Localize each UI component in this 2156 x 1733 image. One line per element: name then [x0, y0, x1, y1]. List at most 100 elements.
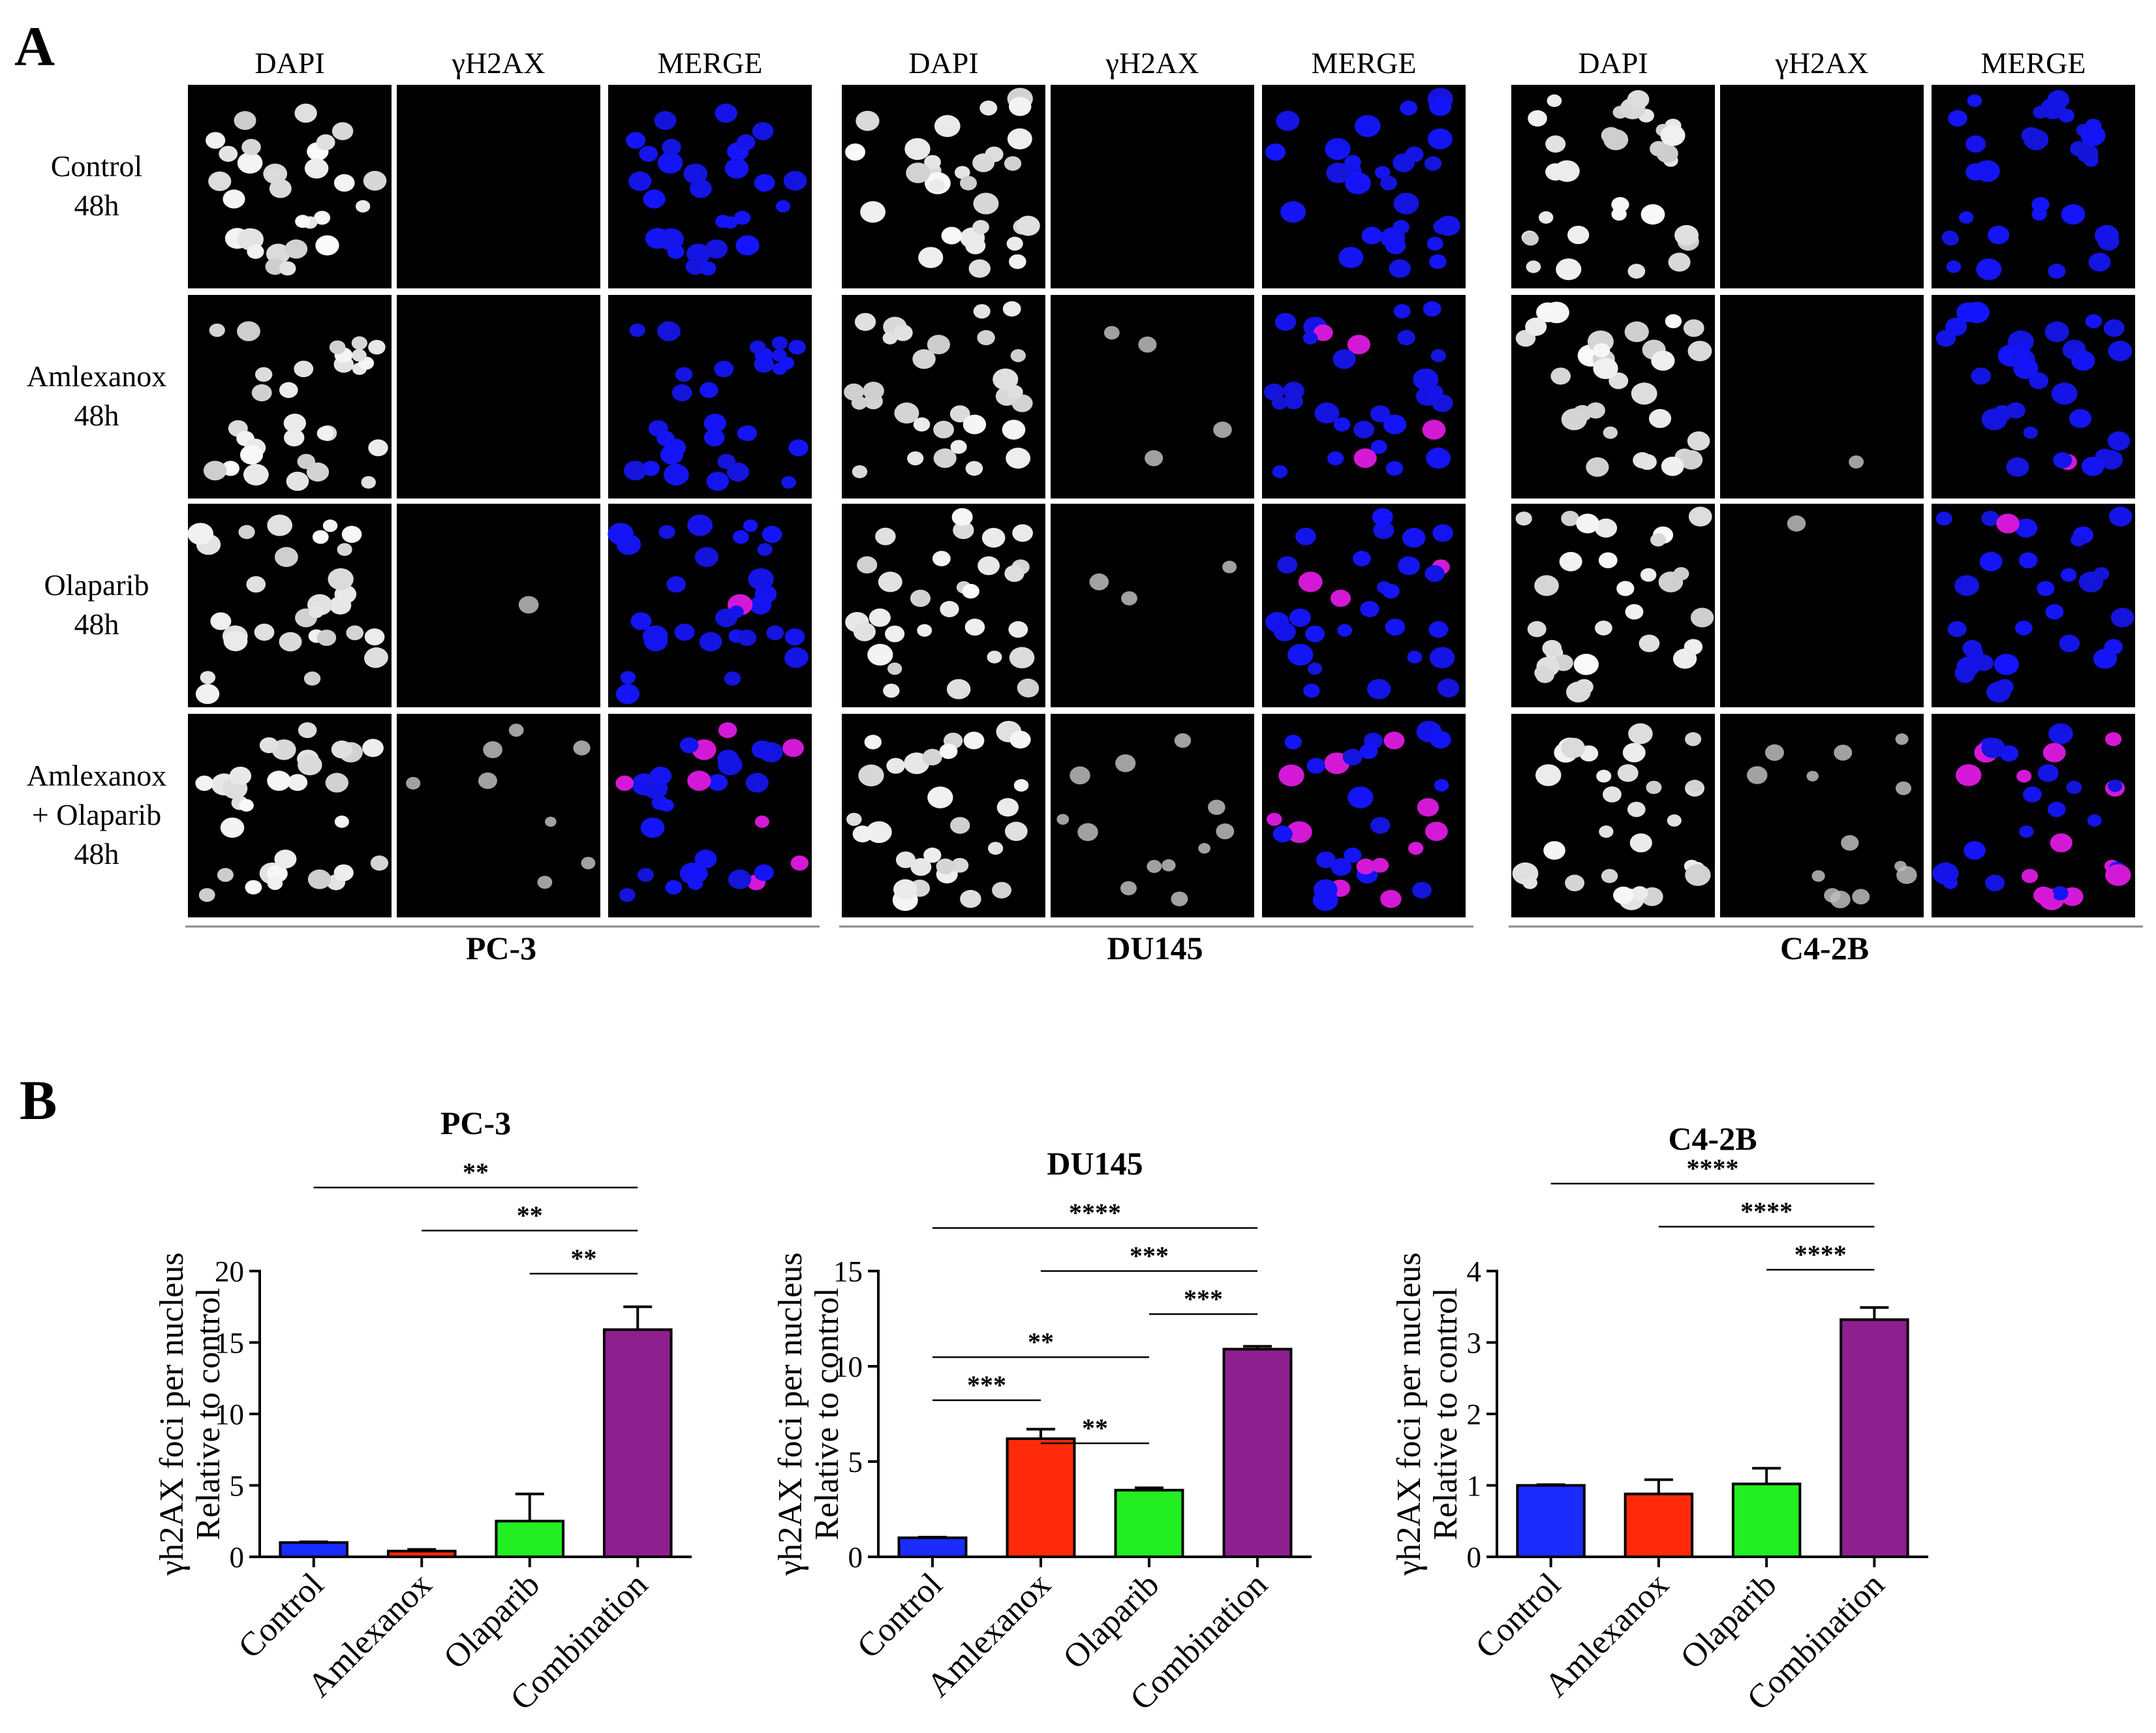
nucleus: [203, 461, 227, 481]
nucleus: [703, 429, 725, 447]
nucleus: [303, 671, 321, 686]
nucleus: [1673, 567, 1689, 581]
nucleus: [1330, 589, 1351, 607]
nucleus: [2093, 649, 2118, 669]
nucleus: [243, 464, 269, 485]
nucleus: [1625, 604, 1644, 620]
nucleus: [623, 461, 647, 481]
nucleus: [1948, 110, 1967, 127]
bar: [495, 1520, 565, 1558]
nucleus: [309, 606, 324, 619]
nucleus: [267, 877, 283, 890]
micrograph-gamma: [397, 504, 600, 707]
nucleus: [286, 471, 309, 491]
nucleus: [630, 612, 652, 630]
nucleus: [784, 647, 808, 667]
micrograph-gamma: [1720, 504, 1924, 707]
nucleus: [2031, 207, 2047, 221]
nucleus: [1004, 565, 1024, 582]
foci-nucleus: [1077, 823, 1098, 842]
nucleus: [749, 340, 766, 354]
nucleus: [962, 583, 979, 599]
nucleus: [1344, 155, 1361, 170]
nucleus: [274, 547, 298, 567]
nucleus: [1412, 882, 1432, 898]
nucleus: [316, 134, 335, 151]
nucleus: [699, 382, 718, 398]
nucleus: [978, 556, 1000, 575]
foci-nucleus: [1849, 455, 1864, 468]
nucleus: [2014, 621, 2033, 636]
significance-label: ***: [1184, 1284, 1223, 1313]
y-tick-label: 10: [215, 1398, 244, 1431]
nucleus: [1629, 833, 1652, 853]
nucleus: [754, 815, 769, 828]
nucleus: [1603, 786, 1622, 803]
nucleus: [637, 868, 654, 882]
nucleus: [1373, 521, 1394, 540]
nucleus: [361, 476, 377, 489]
nucleus: [963, 731, 985, 750]
nucleus: [1314, 402, 1340, 424]
nucleus: [913, 417, 931, 432]
nucleus: [689, 179, 712, 198]
nucleus: [1006, 448, 1031, 469]
nucleus: [979, 100, 998, 115]
nucleus: [1287, 643, 1314, 666]
nucleus: [206, 132, 226, 149]
nucleus: [867, 643, 893, 666]
nucleus: [1353, 420, 1374, 438]
nucleus: [1640, 568, 1657, 582]
x-tick-label: Control: [1468, 1566, 1568, 1666]
nucleus: [1667, 814, 1682, 827]
nucleus: [223, 630, 248, 652]
nucleus: [949, 405, 970, 423]
nucleus: [241, 138, 261, 155]
nucleus: [1283, 382, 1304, 400]
nucleus: [706, 471, 730, 491]
nucleus: [1611, 207, 1627, 221]
nucleus: [860, 201, 886, 223]
nucleus: [1397, 330, 1415, 346]
nucleus: [298, 722, 317, 739]
nucleus: [229, 766, 252, 786]
nucleus: [907, 451, 924, 466]
nucleus: [346, 625, 364, 641]
nucleus: [1599, 825, 1614, 838]
x-tick-label: Control: [850, 1566, 950, 1666]
nucleus: [1601, 868, 1618, 883]
nucleus: [2045, 604, 2064, 620]
nucleus: [923, 848, 942, 863]
significance-label: **: [517, 1201, 543, 1230]
nucleus: [1661, 456, 1684, 476]
nucleus: [1971, 367, 1992, 385]
nucleus: [643, 189, 666, 209]
nucleus: [1959, 211, 1974, 224]
y-tick-label: 15: [215, 1327, 244, 1360]
nucleus: [951, 508, 973, 526]
nucleus: [953, 521, 974, 540]
channel-header: γH2AX: [1105, 46, 1199, 80]
chart-title: DU145: [1047, 1145, 1143, 1182]
nucleus: [1687, 780, 1702, 792]
nucleus: [2059, 634, 2080, 652]
significance-label: ****: [1794, 1240, 1847, 1269]
nucleus: [2023, 426, 2038, 439]
nucleus: [1576, 514, 1599, 534]
nucleus: [640, 817, 665, 838]
nucleus: [643, 630, 668, 652]
nucleus: [649, 766, 672, 786]
nucleus: [356, 200, 371, 213]
nucleus: [2006, 457, 2029, 477]
foci-nucleus: [1896, 781, 1912, 795]
nucleus: [1348, 786, 1374, 808]
nucleus: [1429, 647, 1455, 669]
nucleus: [313, 211, 331, 225]
significance-label: ***: [967, 1370, 1006, 1400]
nucleus: [1370, 405, 1391, 423]
nucleus: [950, 440, 967, 454]
nucleus: [1561, 510, 1579, 527]
nucleus: [858, 764, 884, 787]
nucleus: [1526, 260, 1541, 273]
nucleus: [934, 115, 961, 138]
